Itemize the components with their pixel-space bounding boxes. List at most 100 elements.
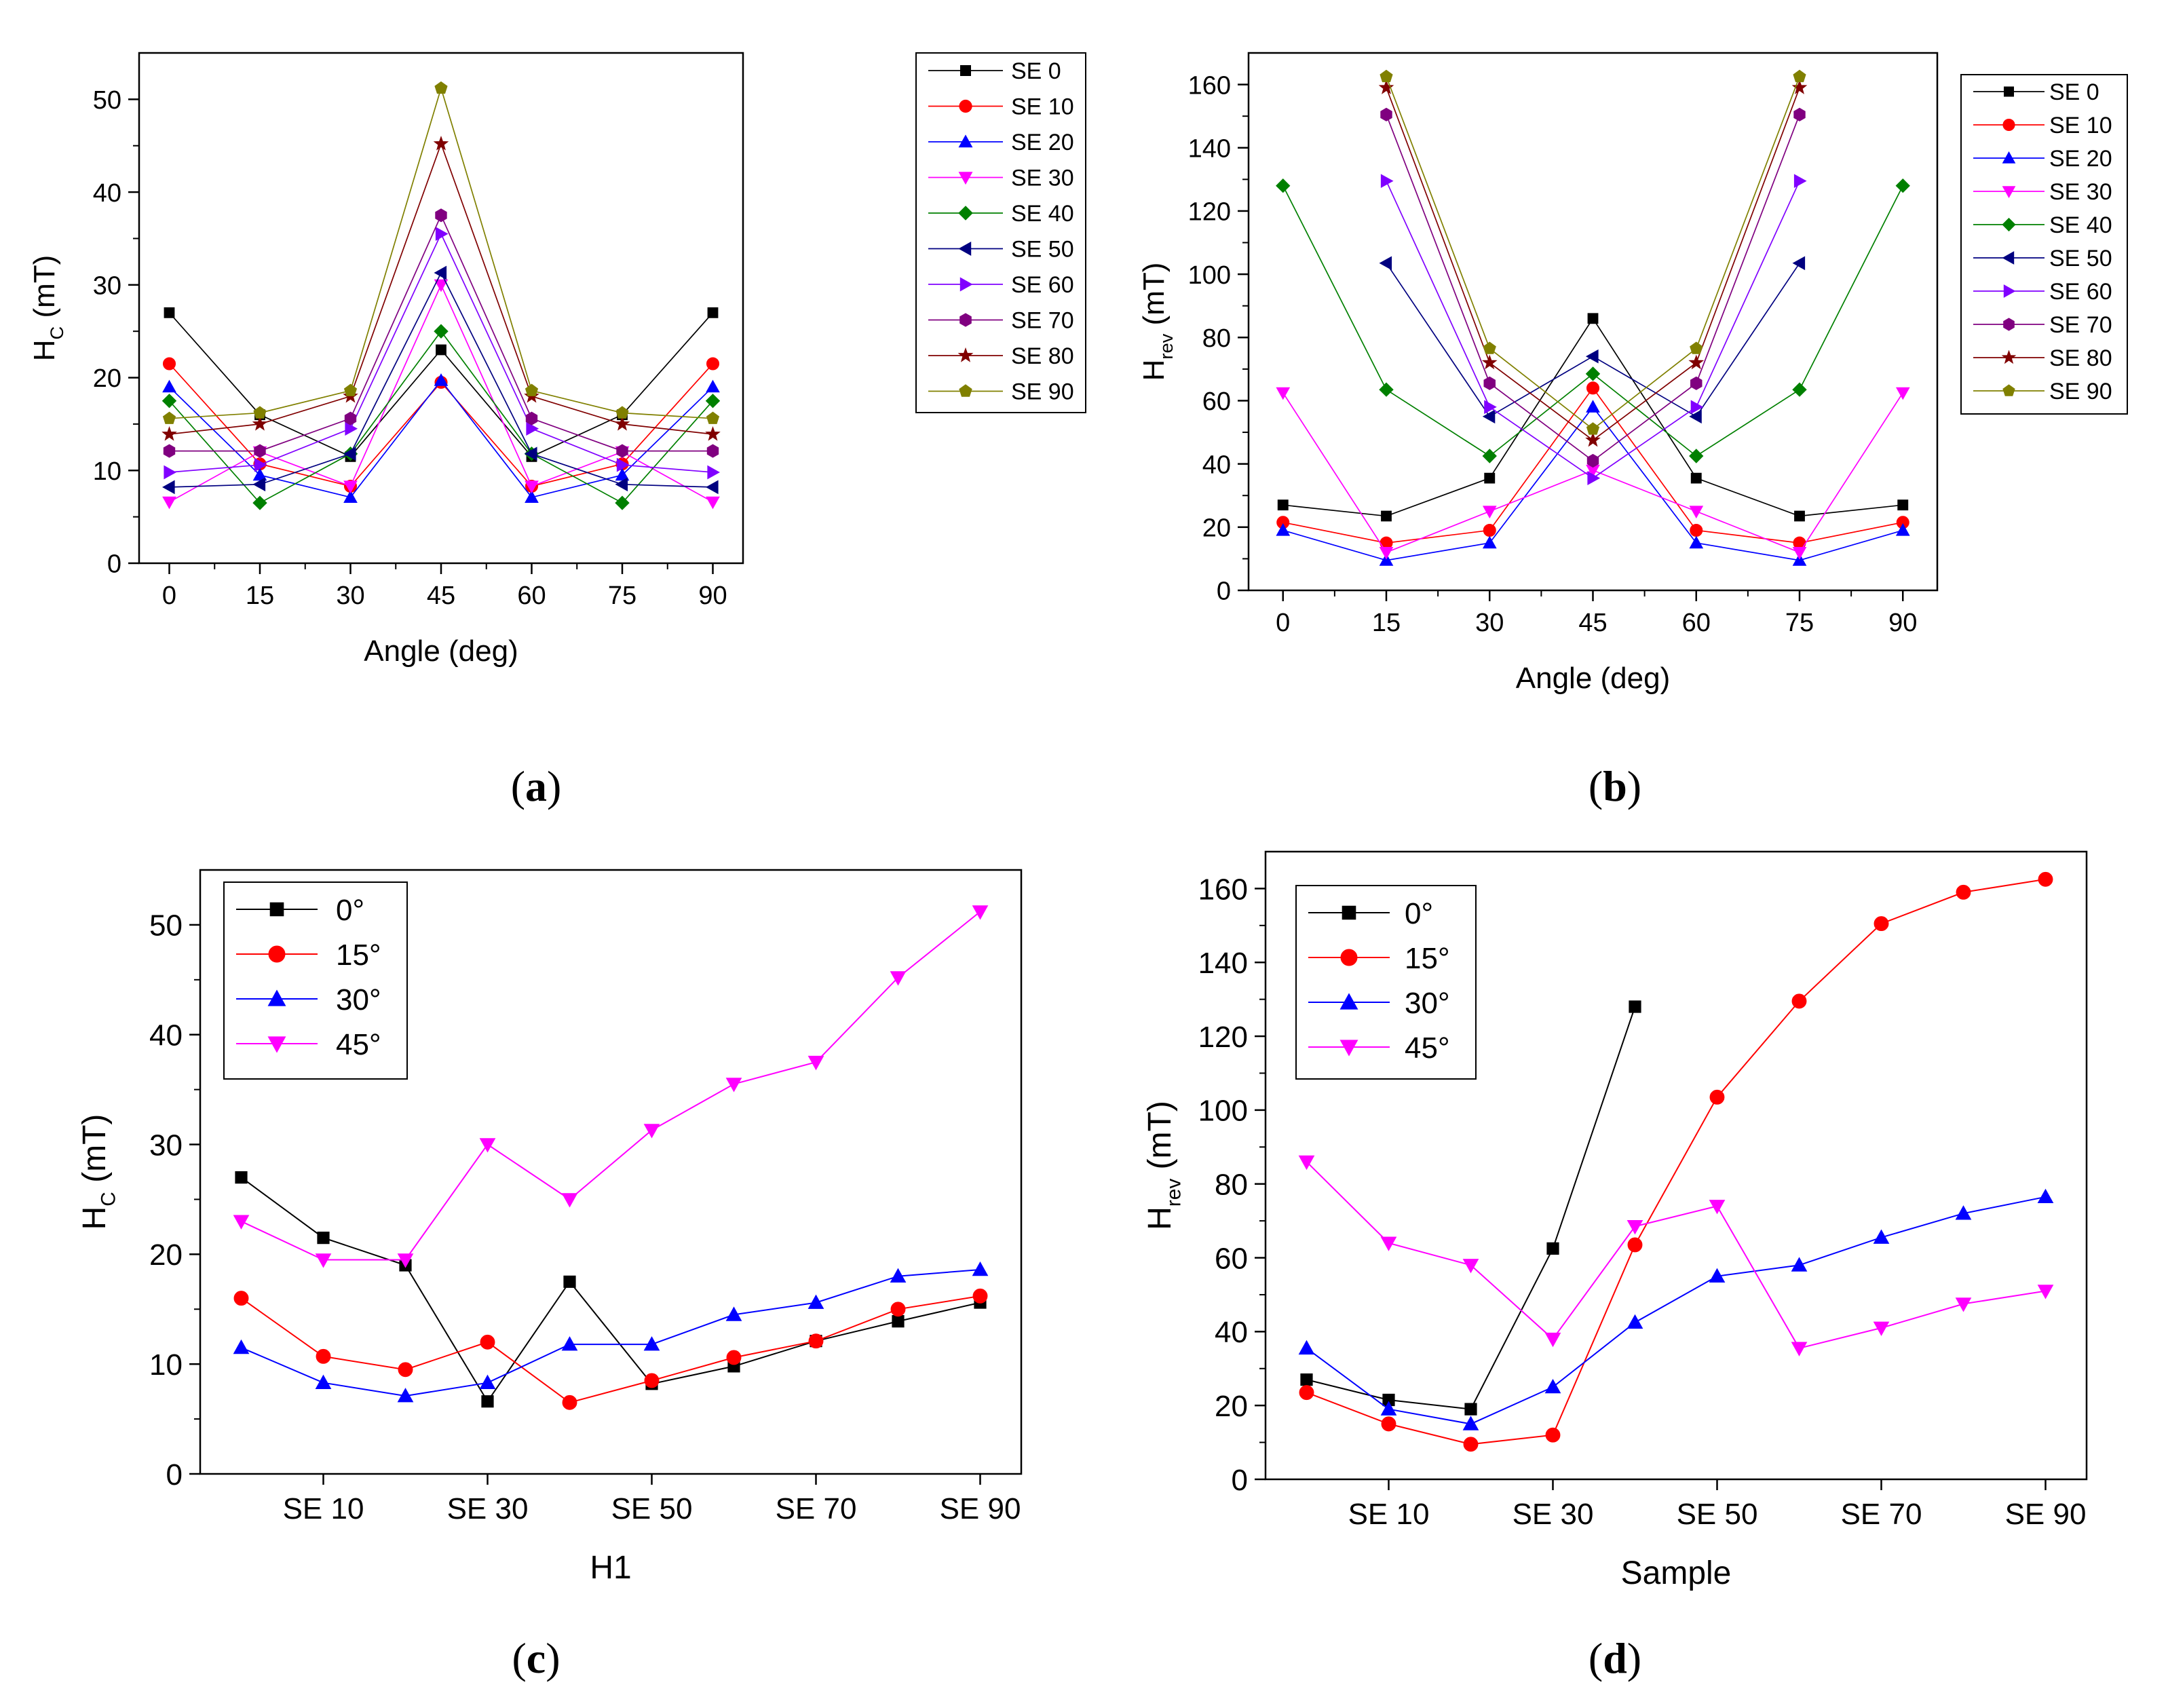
legend: SE 0 SE 10 SE 20 SE 30 SE 40 SE 50 SE 60 SE 70 S…: [915, 52, 1086, 413]
series-se0: [1277, 313, 1909, 522]
data-point: [1689, 506, 1704, 519]
data-point: [316, 1348, 331, 1364]
data-point: [890, 971, 907, 986]
y-tick-label: 50: [149, 909, 183, 943]
x-axis-title: H1: [590, 1550, 631, 1586]
data-point: [1792, 256, 1806, 271]
data-point: [808, 1333, 824, 1349]
data-point: [315, 1374, 332, 1389]
series-30: [233, 1261, 989, 1403]
legend-marker: [268, 945, 286, 963]
data-point: [614, 416, 630, 431]
legend-box: [915, 52, 1086, 413]
legend-label: SE 40: [1011, 201, 1074, 227]
legend-marker: [2003, 284, 2016, 298]
data-point: [890, 1268, 907, 1283]
data-point: [397, 1253, 414, 1268]
data-point: [1689, 535, 1704, 549]
data-point: [162, 379, 176, 393]
data-point: [1791, 993, 1807, 1009]
panel-caption: (c): [512, 1634, 560, 1682]
data-point: [1794, 510, 1805, 522]
y-tick-label: 120: [1198, 1021, 1248, 1054]
panel-a-chart: 0 15 30 45 60 75 90 0 10 20 30 40 50 Angle (deg) HC (m…: [28, 52, 1086, 810]
data-point: [1544, 1378, 1561, 1394]
data-point: [2037, 1285, 2054, 1299]
data-point: [433, 136, 449, 151]
data-point: [436, 344, 446, 356]
y-tick-label: 40: [93, 179, 121, 208]
x-tick-label: 15: [246, 582, 274, 610]
legend-marker: [2002, 151, 2016, 164]
legend-marker: [958, 206, 973, 221]
data-point: [479, 1138, 496, 1153]
legend-marker: [2002, 251, 2015, 265]
x-tick-label: SE 90: [940, 1492, 1021, 1525]
legend-marker: [1339, 993, 1358, 1010]
data-point: [643, 1124, 660, 1139]
y-axis-title-unit: (mT): [28, 255, 61, 326]
caption-letter: a: [525, 762, 547, 810]
y-axis-title: HC (mT): [28, 255, 67, 362]
legend-marker: [1342, 905, 1356, 920]
legend-label: SE 70: [2049, 312, 2112, 338]
data-point: [345, 421, 358, 436]
y-tick-label: 120: [1188, 198, 1231, 227]
data-point: [1380, 69, 1393, 83]
data-point: [1299, 1385, 1314, 1401]
caption-close: ): [1627, 762, 1641, 810]
data-point: [1378, 79, 1394, 94]
data-point: [252, 477, 266, 492]
data-point: [1276, 178, 1291, 193]
data-point: [706, 379, 720, 393]
data-point: [1379, 553, 1394, 566]
legend-label: SE 70: [1011, 308, 1074, 334]
y-axis-title-unit: (mT): [77, 1114, 113, 1192]
data-point: [1688, 354, 1705, 370]
data-point: [1791, 1342, 1808, 1356]
data-point: [398, 1362, 413, 1378]
legend-label: SE 80: [1011, 343, 1074, 369]
y-axis-title: HC (mT): [77, 1114, 119, 1230]
legend-label: 15°: [1405, 942, 1450, 975]
caption-open: (: [512, 1634, 526, 1682]
data-point: [1483, 376, 1496, 390]
data-point: [343, 490, 358, 503]
data-point: [1956, 884, 1971, 900]
y-axis-title-main: H: [1137, 360, 1171, 381]
legend-box: [223, 881, 408, 1080]
y-tick-label: 140: [1188, 134, 1231, 163]
y-axis-title: Hrev (mT): [1142, 1101, 1185, 1230]
data-point: [164, 465, 177, 480]
data-point: [233, 1339, 250, 1354]
data-point: [1276, 387, 1291, 400]
y-tick-label: 0: [1217, 577, 1231, 606]
data-point: [161, 394, 177, 409]
data-point: [1381, 510, 1392, 522]
data-point: [561, 1336, 578, 1351]
legend-label: 15°: [336, 938, 381, 972]
legend-marker: [1340, 949, 1358, 966]
y-tick-label: 40: [1215, 1316, 1248, 1349]
series-se50: [1379, 256, 1806, 424]
data-point: [233, 1215, 250, 1230]
y-tick-label: 30: [149, 1128, 183, 1162]
data-point: [561, 1193, 578, 1208]
data-point: [1380, 1401, 1397, 1416]
caption-open: (: [1589, 1634, 1603, 1682]
data-point: [1300, 1373, 1313, 1386]
data-point: [1690, 341, 1703, 354]
legend-label: SE 20: [2049, 146, 2112, 172]
data-point: [1379, 256, 1392, 271]
series-se80: [1378, 79, 1808, 447]
data-point: [1276, 523, 1291, 536]
data-point: [1585, 349, 1599, 364]
legend-label: SE 20: [1011, 130, 1074, 155]
data-point: [1627, 1220, 1643, 1235]
y-tick-label: 30: [93, 271, 121, 300]
data-point: [725, 1306, 742, 1321]
legend-marker: [2004, 86, 2014, 97]
data-point: [252, 468, 267, 481]
data-point: [615, 406, 629, 419]
data-point: [1709, 1089, 1725, 1105]
